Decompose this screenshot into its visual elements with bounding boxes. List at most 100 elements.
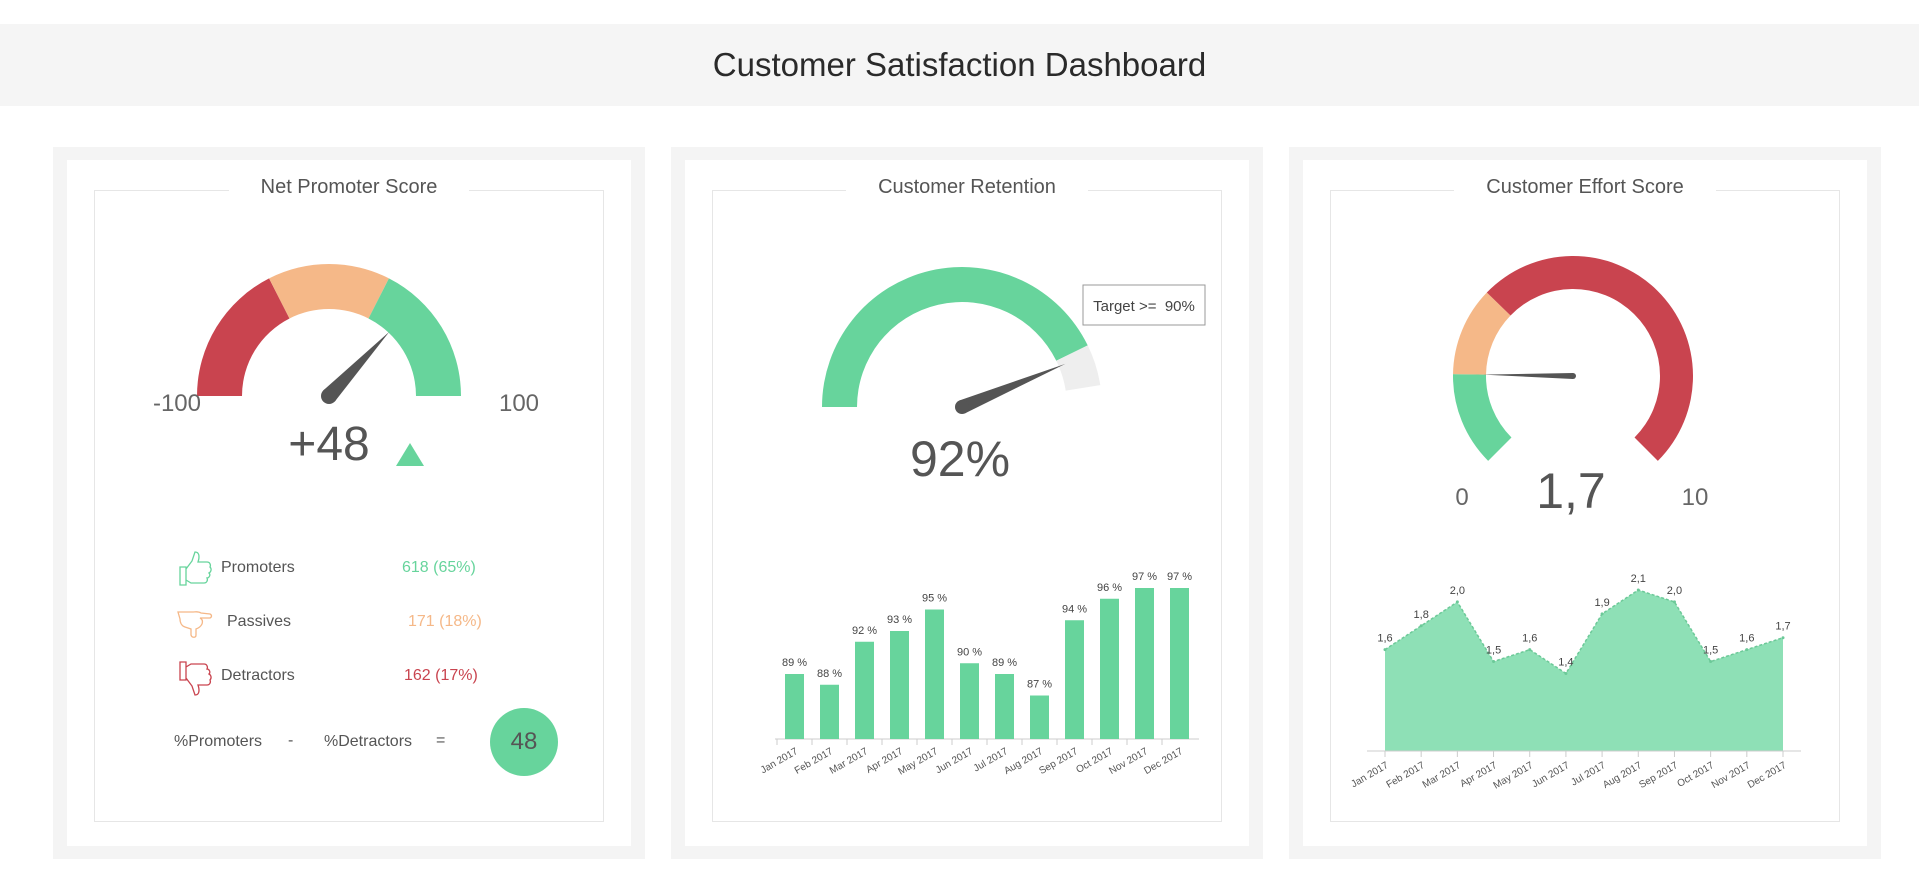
nps-gauge-band-2 xyxy=(368,278,461,396)
bar-label-2: 92 % xyxy=(852,625,877,637)
retention-card-body: Customer Retention Target >= 90% 92% 89 … xyxy=(685,160,1249,846)
bar-1 xyxy=(820,684,839,739)
thumbs-down-icon xyxy=(179,661,212,696)
area-tick-label-7: Aug 2017 xyxy=(1601,760,1644,791)
nps-gauge: -100 100 +48 xyxy=(153,264,539,471)
target-box xyxy=(1082,284,1206,326)
retention-gauge-band-0 xyxy=(822,267,1088,407)
retention-gauge-needle xyxy=(959,363,1066,414)
area-tick-label-10: Nov 2017 xyxy=(1710,760,1753,791)
area-label-0: 1,6 xyxy=(1377,633,1392,645)
bar-9 xyxy=(1100,598,1119,739)
nps-gauge-band-0 xyxy=(197,278,290,396)
nps-title: Net Promoter Score xyxy=(67,176,631,199)
area-point-0 xyxy=(1383,648,1387,652)
formula-detractors: %Detractors xyxy=(324,733,413,750)
bar-label-11: 97 % xyxy=(1167,571,1192,583)
effort-chart: 0 10 1,7 1,6 Jan 2017 1,8 Feb 2017 2,0 Mar 20… xyxy=(1349,256,1801,792)
area-label-6: 1,9 xyxy=(1594,597,1609,609)
effort-card-body: Customer Effort Score 0 10 1,7 1,6 Jan 20… xyxy=(1303,160,1867,846)
bar-label-3: 93 % xyxy=(887,614,912,626)
area-point-11 xyxy=(1781,636,1785,640)
thumb-sideways-icon xyxy=(177,611,213,638)
area-tick-label-0: Jan 2017 xyxy=(1349,760,1391,790)
nps-max-label: 100 xyxy=(499,390,539,417)
bar-10 xyxy=(1135,588,1154,739)
bar-11 xyxy=(1170,588,1189,739)
area-point-10 xyxy=(1745,648,1749,652)
area-point-4 xyxy=(1528,648,1532,652)
area-tick-label-8: Sep 2017 xyxy=(1637,760,1680,791)
legend-promoters: Promoters 618 (65%) xyxy=(67,551,631,586)
effort-gauge-needle-hub xyxy=(1570,373,1576,379)
area-label-11: 1,7 xyxy=(1775,621,1790,633)
nps-min-label: -100 xyxy=(153,390,201,417)
bar-tick-label-4: May 2017 xyxy=(896,746,940,778)
retention-card: Customer Retention Target >= 90% 92% 89 … xyxy=(671,147,1263,859)
area-tick-label-11: Dec 2017 xyxy=(1746,760,1789,791)
bar-tick-label-10: Nov 2017 xyxy=(1107,746,1150,777)
dashboard-header: Customer Satisfaction Dashboard xyxy=(0,24,1919,106)
effort-gauge-band-0 xyxy=(1453,374,1512,461)
effort-value: 1,7 xyxy=(1536,463,1606,519)
formula-minus: - xyxy=(288,732,294,749)
area-tick-label-1: Feb 2017 xyxy=(1385,760,1427,791)
bar-5 xyxy=(960,663,979,739)
formula-equals: = xyxy=(436,732,446,749)
area-point-7 xyxy=(1636,588,1640,592)
area-label-1: 1,8 xyxy=(1414,609,1429,621)
bar-tick-label-1: Feb 2017 xyxy=(793,746,835,777)
area-label-5: 1,4 xyxy=(1558,656,1573,668)
legend-label-passives: Passives xyxy=(227,613,292,630)
triangle-up-icon xyxy=(396,443,424,466)
retention-value: 92% xyxy=(910,431,1010,487)
retention-gauge-band-1 xyxy=(1056,345,1101,391)
bar-label-4: 95 % xyxy=(922,593,947,605)
area-label-3: 1,5 xyxy=(1486,645,1501,657)
nps-gauge-band-1 xyxy=(269,264,389,319)
effort-min-label: 0 xyxy=(1455,484,1468,511)
effort-gauge-band-2 xyxy=(1486,256,1693,461)
bar-label-7: 87 % xyxy=(1027,679,1052,691)
nps-gauge-needle xyxy=(323,331,390,402)
bar-label-0: 89 % xyxy=(782,657,807,669)
bar-tick-label-0: Jan 2017 xyxy=(759,746,801,776)
bar-8 xyxy=(1065,620,1084,739)
area-point-5 xyxy=(1564,671,1568,675)
bar-0 xyxy=(785,674,804,739)
area-point-1 xyxy=(1419,624,1423,628)
bar-tick-label-8: Sep 2017 xyxy=(1037,746,1080,777)
retention-title: Customer Retention xyxy=(685,176,1249,199)
area-label-7: 2,1 xyxy=(1631,573,1646,585)
target-label: Target >= 90% xyxy=(1093,298,1195,315)
area-point-3 xyxy=(1492,660,1496,664)
legend-label-promoters: Promoters xyxy=(221,559,295,576)
bar-label-10: 97 % xyxy=(1132,571,1157,583)
legend-passives: Passives 171 (18%) xyxy=(67,610,631,640)
nps-card-body: Net Promoter Score -100 100 +48 Promoter… xyxy=(67,160,631,846)
nps-value: +48 xyxy=(288,418,369,471)
bar-label-9: 96 % xyxy=(1097,582,1122,594)
nps-result-badge: 48 xyxy=(490,708,558,776)
effort-gauge-band-1 xyxy=(1453,292,1511,375)
effort-area-line xyxy=(1384,589,1784,675)
legend-value-passives: 171 (18%) xyxy=(408,613,482,630)
effort-max-label: 10 xyxy=(1682,484,1709,511)
area-tick-label-5: Jun 2017 xyxy=(1530,760,1572,790)
bar-tick-label-7: Aug 2017 xyxy=(1002,746,1045,777)
bar-4 xyxy=(925,609,944,739)
bar-tick-label-11: Dec 2017 xyxy=(1142,746,1185,777)
area-tick-label-2: Mar 2017 xyxy=(1421,760,1463,791)
area-point-2 xyxy=(1455,600,1459,604)
legend-label-detractors: Detractors xyxy=(221,667,295,684)
retention-gauge-needle-hub xyxy=(955,400,969,414)
area-point-9 xyxy=(1709,660,1713,664)
bar-tick-label-2: Mar 2017 xyxy=(828,746,870,777)
area-tick-label-4: May 2017 xyxy=(1492,760,1536,792)
bar-label-8: 94 % xyxy=(1062,603,1087,615)
bar-label-1: 88 % xyxy=(817,668,842,680)
area-point-8 xyxy=(1672,600,1676,604)
bar-tick-label-5: Jun 2017 xyxy=(934,746,976,776)
effort-area-fill xyxy=(1385,590,1783,751)
page-title: Customer Satisfaction Dashboard xyxy=(712,46,1207,83)
